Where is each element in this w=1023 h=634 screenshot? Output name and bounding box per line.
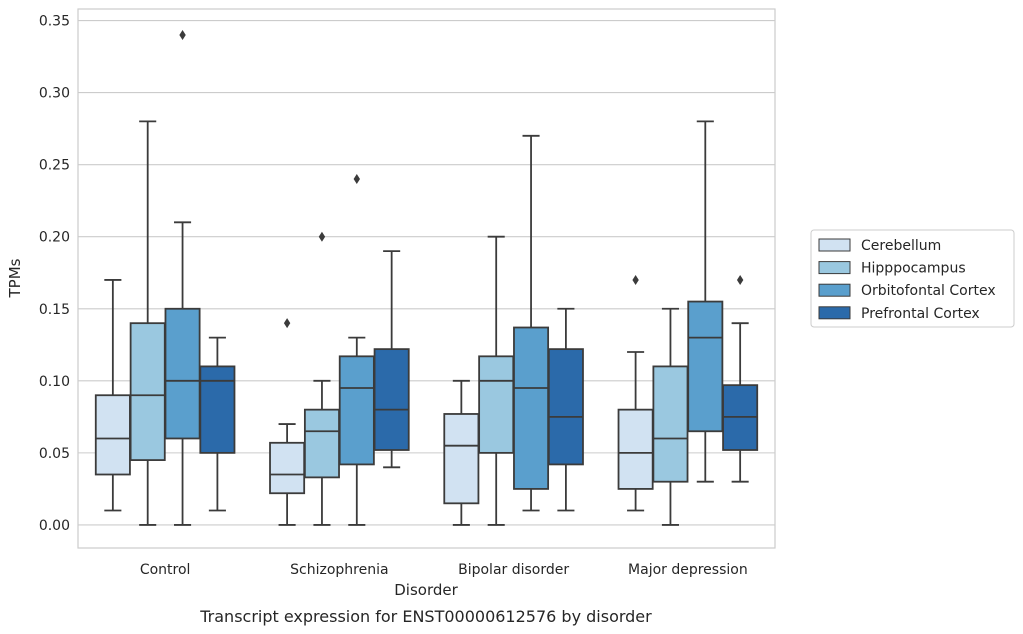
box-orbitofontal-cortex [513, 134, 550, 512]
legend-swatch [818, 306, 851, 320]
box-body [94, 394, 131, 476]
box-cerebellum [94, 279, 131, 512]
box-body [269, 441, 306, 495]
box-body [164, 307, 201, 440]
legend-swatch [818, 283, 851, 297]
box-hipppocampus [129, 120, 166, 526]
box-orbitofontal-cortex [338, 174, 375, 526]
legend-label: Orbitofontal Cortex [861, 283, 996, 299]
box-body [303, 408, 340, 479]
box-body [617, 408, 654, 490]
box-body [547, 348, 584, 466]
y-tick-label: 0.10 [39, 374, 70, 390]
y-tick-labels: 0.00 0.05 0.10 0.15 0.20 0.25 0.30 0.35 [39, 14, 70, 534]
outlier-point [353, 174, 360, 185]
outlier-point [283, 318, 291, 329]
legend-swatch [818, 238, 851, 252]
box-cerebellum [269, 318, 306, 526]
box-groups [94, 29, 759, 526]
x-tick-labels: Control Schizophrenia Bipolar disorder Majo… [140, 562, 748, 578]
box-hipppocampus [303, 231, 340, 526]
legend-frame [810, 229, 1015, 328]
x-tick-label: Major depression [628, 562, 748, 578]
y-tick-label: 0.05 [39, 446, 70, 462]
outlier-point [632, 274, 639, 285]
outlier-point [736, 274, 744, 285]
y-tick-label: 0.35 [39, 14, 70, 30]
x-axis-title: Disorder [394, 581, 458, 599]
y-tick-label: 0.25 [39, 158, 70, 174]
box-body [652, 365, 689, 483]
outlier-point [179, 29, 186, 40]
legend-label: Prefrontal Cortex [861, 306, 980, 322]
box-cerebellum [443, 379, 480, 526]
outlier-point [318, 231, 326, 242]
box-body [478, 355, 515, 454]
x-tick-label: Bipolar disorder [458, 562, 569, 578]
box-prefrontal-cortex [722, 274, 759, 483]
box-orbitofontal-cortex [687, 120, 724, 483]
box-orbitofontal-cortex [164, 29, 201, 526]
box-prefrontal-cortex [547, 307, 584, 512]
box-body [687, 300, 724, 433]
chart-caption: Transcript expression for ENST0000061257… [199, 607, 652, 626]
box-body [443, 413, 480, 505]
box-prefrontal-cortex [199, 336, 236, 512]
box-body [199, 365, 236, 454]
box-cerebellum [617, 274, 654, 512]
box-prefrontal-cortex [373, 250, 410, 469]
y-tick-label: 0.15 [39, 302, 70, 318]
legend-label: Hipppocampus [861, 261, 966, 277]
box-body [373, 348, 410, 451]
box-body [513, 326, 550, 490]
legend: Cerebellum Hipppocampus Orbitofontal Corte… [810, 229, 1015, 328]
legend-swatch [818, 261, 851, 275]
box-hipppocampus [478, 235, 515, 526]
y-tick-label: 0.00 [39, 518, 70, 534]
box-body [129, 322, 166, 461]
box-body [338, 355, 375, 466]
y-tick-label: 0.20 [39, 230, 70, 246]
y-axis-title: TPMs [6, 258, 24, 298]
plot-frame [77, 8, 776, 549]
x-tick-label: Control [140, 562, 191, 578]
legend-label: Cerebellum [861, 238, 941, 254]
x-tick-label: Schizophrenia [290, 562, 388, 578]
box-hipppocampus [652, 307, 689, 526]
y-tick-label: 0.30 [39, 86, 70, 102]
